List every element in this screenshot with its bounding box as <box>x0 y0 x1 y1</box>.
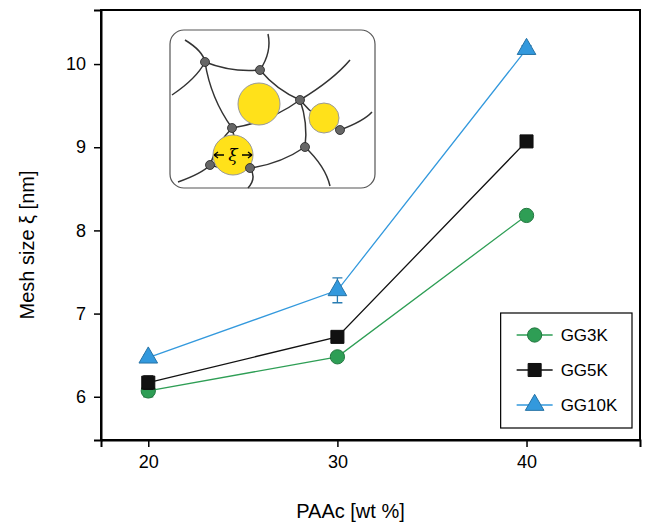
network-strand <box>205 62 232 128</box>
chart: 20 30 40 6 7 8 9 10 PAAc [wt %] Mesh size ξ [nm] ξ… <box>0 0 649 530</box>
network-strand <box>300 60 350 100</box>
plot-frame <box>101 10 640 440</box>
tick-label: 9 <box>76 137 86 157</box>
series-line <box>148 215 526 390</box>
y-axis: 6 7 8 9 10 <box>66 11 102 441</box>
tick: 6 <box>76 387 101 407</box>
crosslink <box>201 58 210 67</box>
crosslink <box>256 66 265 75</box>
data-point <box>331 330 344 343</box>
network-strand <box>250 147 305 168</box>
x-axis-title: PAAc [wt %] <box>296 500 405 522</box>
tick: 9 <box>76 137 101 157</box>
tick-label: 10 <box>66 54 86 74</box>
tick-mark <box>337 440 339 447</box>
legend-label: GG5K <box>561 361 609 380</box>
tick: 40 <box>517 440 537 472</box>
data-point <box>520 135 533 148</box>
tick: 10 <box>66 54 101 74</box>
inset-schematic: ξ <box>170 30 375 188</box>
tick-mark <box>94 230 101 232</box>
inset-frame <box>170 30 375 188</box>
tick-label: 7 <box>76 304 86 324</box>
crosslink <box>246 164 255 173</box>
series-line <box>148 141 526 382</box>
crosslink <box>206 161 215 170</box>
legend-label: GG3K <box>561 326 609 345</box>
axis-line <box>94 11 102 441</box>
crosslink <box>228 124 237 133</box>
tick: 30 <box>328 440 348 472</box>
x-axis: 20 30 40 <box>102 440 641 472</box>
data-point <box>517 38 536 54</box>
mesh-pore <box>238 83 280 125</box>
data-marks <box>139 38 536 398</box>
tick-mark <box>526 440 528 447</box>
series-line <box>148 49 526 358</box>
tick: 7 <box>76 304 101 324</box>
network-strand <box>300 100 306 147</box>
network-strand <box>260 34 269 70</box>
tick: 8 <box>76 221 101 241</box>
legend: GG3K GG5K GG10K <box>501 313 632 428</box>
tick-mark <box>94 64 101 66</box>
network-strand <box>205 62 260 71</box>
network-strand <box>178 165 210 182</box>
network-strand <box>172 62 205 95</box>
legend-marker <box>528 328 542 342</box>
mesh-pore <box>309 103 339 133</box>
network-strand <box>340 112 372 130</box>
data-point <box>328 280 347 296</box>
tick-mark <box>148 440 150 447</box>
inset-label: ξ <box>228 145 239 165</box>
data-point <box>330 350 344 364</box>
legend-label: GG10K <box>561 396 618 415</box>
tick-label: 30 <box>328 452 348 472</box>
data-point <box>519 208 533 222</box>
data-point <box>142 376 155 389</box>
inset-arrow <box>214 152 224 158</box>
inset-arrow <box>242 152 252 158</box>
legend-box <box>501 313 632 428</box>
crosslink <box>336 126 345 135</box>
crosslink <box>296 96 305 105</box>
legend-marker <box>528 363 541 376</box>
tick-mark <box>94 313 101 315</box>
tick-label: 8 <box>76 221 86 241</box>
tick-label: 20 <box>139 452 159 472</box>
legend-marker <box>525 394 544 410</box>
tick-label: 40 <box>517 452 537 472</box>
axis-line <box>102 441 641 448</box>
y-axis-title: Mesh size ξ [nm] <box>16 171 38 320</box>
tick: 20 <box>139 440 159 472</box>
crosslink <box>301 143 310 152</box>
tick-mark <box>94 147 101 149</box>
tick-mark <box>94 397 101 399</box>
data-point <box>139 347 158 363</box>
tick-label: 6 <box>76 387 86 407</box>
network-strand <box>305 147 330 186</box>
